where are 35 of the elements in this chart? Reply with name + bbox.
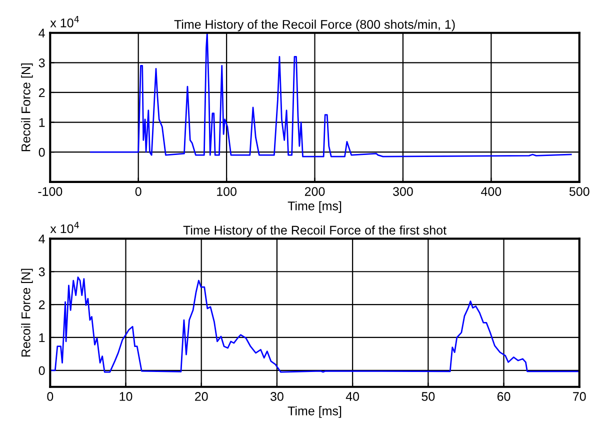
y-tick-label: 3 — [38, 267, 45, 276]
y-tick-label: 1 — [39, 333, 45, 342]
x-tick-label: 20 — [195, 392, 208, 401]
text: x 10$^{4}$ — [50, 16, 79, 28]
y-axis-title: Recoil Force [N] — [21, 268, 33, 357]
text: x 10$^{4}$ — [50, 222, 79, 234]
y-tick-label: 0 — [38, 366, 45, 376]
x-tick-label: 100 — [217, 187, 236, 196]
x-tick-label: -100 — [38, 187, 62, 196]
x-tick-label: 500 — [569, 187, 590, 196]
x-tick-label: 50 — [422, 392, 435, 401]
x-tick-label: 0 — [47, 392, 54, 401]
x-tick-label: 70 — [573, 392, 586, 401]
line-series — [50, 276, 580, 373]
x-tick-label: 0 — [135, 187, 142, 196]
x-tick-label: 400 — [481, 187, 502, 196]
x-tick-label: 30 — [270, 392, 284, 401]
x-tick-label: 40 — [346, 392, 360, 401]
y-tick-label: 1 — [39, 118, 45, 127]
y-tick-label: 2 — [38, 88, 45, 98]
y-tick-label: 0 — [38, 148, 45, 157]
x-tick-label: 60 — [497, 392, 510, 401]
y-tick-label: 4 — [38, 234, 45, 244]
y-tick-label: 2 — [38, 300, 45, 310]
x-axis-title: Time [ms] — [288, 406, 342, 418]
y-tick-label: 3 — [38, 58, 45, 68]
line-series — [90, 32, 572, 158]
y-axis-title: Recoil Force [N] — [21, 63, 33, 152]
x-axis-title: Time [ms] — [288, 201, 342, 213]
x-tick-label: 10 — [120, 392, 132, 401]
chart-title: Time History of the Recoil Force (800 shots/min, 1) — [174, 20, 455, 32]
y-tick-label: 4 — [38, 28, 45, 38]
chart-title: Time History of the Recoil Force of the first shot — [183, 225, 446, 238]
x-tick-label: 200 — [304, 187, 325, 196]
x-tick-label: 300 — [393, 187, 413, 196]
